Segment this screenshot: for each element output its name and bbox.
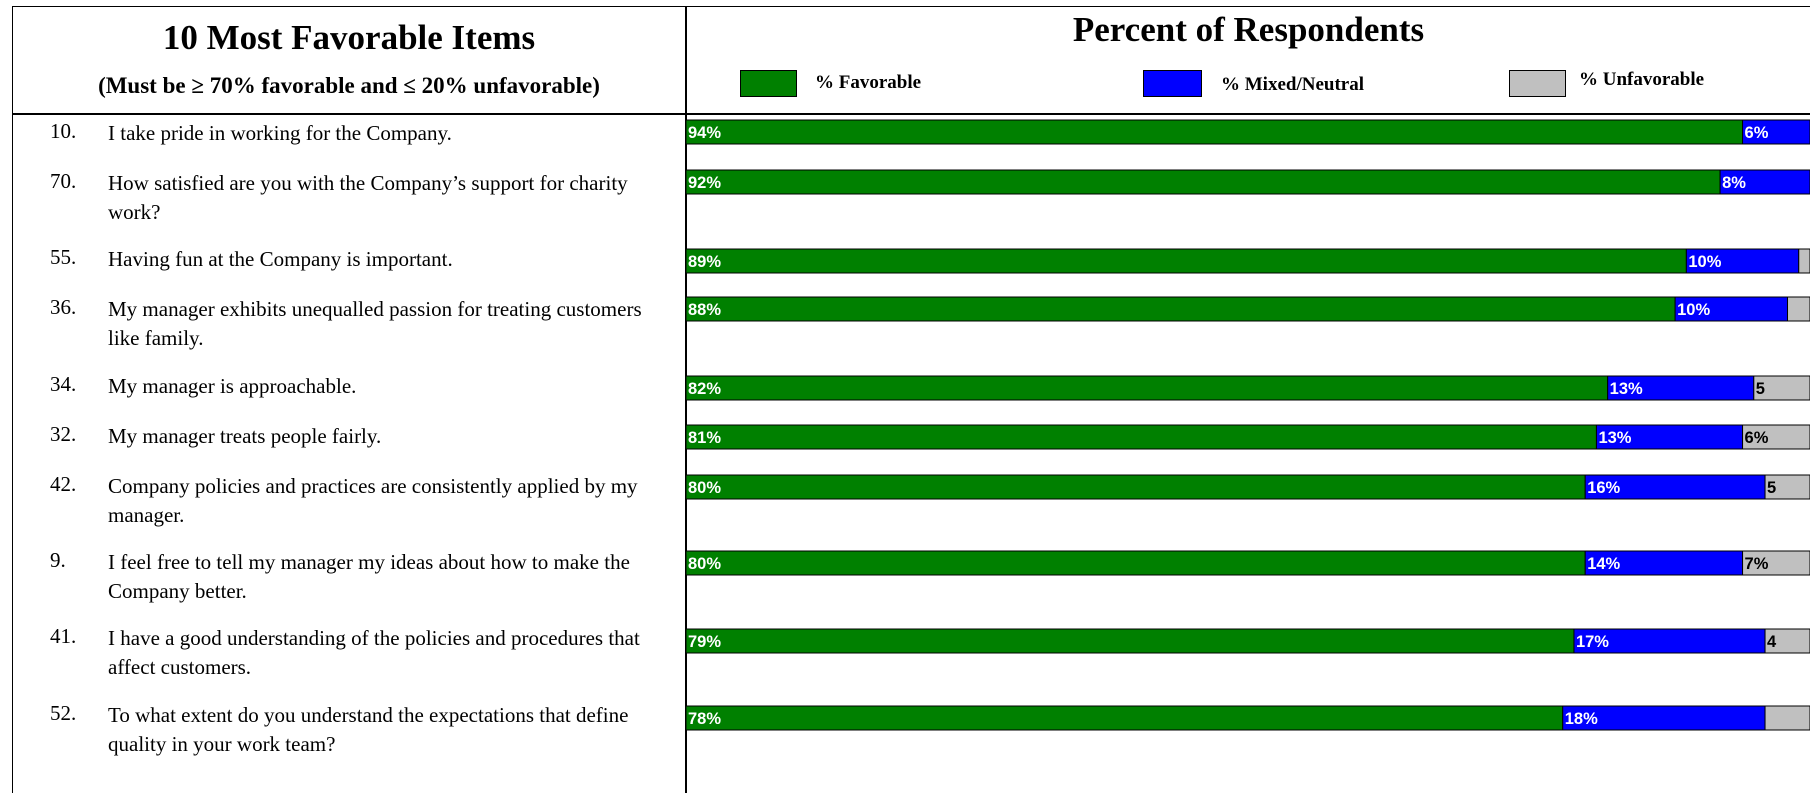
bar-label-favorable: 94% — [688, 124, 721, 142]
bar-favorable — [685, 119, 1744, 145]
item-number: 52. — [50, 701, 77, 725]
item-number: 55. — [50, 245, 77, 269]
bar-label-mixed: 17% — [1576, 633, 1609, 651]
bar-unfavorable — [1798, 248, 1810, 274]
legend-swatch-unfavorable — [1509, 70, 1566, 97]
bar-mixed — [1685, 248, 1800, 274]
item-text: How satisfied are you with the Company’s… — [108, 171, 628, 224]
item-text: I take pride in working for the Company. — [108, 121, 452, 145]
bar-label-mixed: 8% — [1722, 174, 1746, 192]
bar-mixed — [1607, 375, 1755, 401]
item-text: Having fun at the Company is important. — [108, 247, 453, 271]
horizontal-divider — [12, 113, 1810, 115]
bar-unfavorable — [1764, 628, 1810, 654]
bar-label-favorable: 80% — [688, 479, 721, 497]
chart-title: Percent of Respondents — [1072, 10, 1425, 49]
item-text: To what extent do you understand the exp… — [108, 703, 629, 756]
bar-label-favorable: 89% — [688, 253, 721, 271]
bar-mixed — [1573, 628, 1766, 654]
legend-swatch-favorable — [740, 70, 797, 97]
bar-label-mixed: 16% — [1587, 479, 1620, 497]
bar-label-mixed: 13% — [1598, 429, 1631, 447]
bar-label-favorable: 79% — [688, 633, 721, 651]
bar-favorable — [685, 474, 1586, 500]
bar-favorable — [685, 628, 1575, 654]
bar-label-favorable: 81% — [688, 429, 721, 447]
left-title: 10 Most Favorable Items — [162, 18, 536, 57]
item-number: 32. — [50, 422, 77, 446]
item-text: I feel free to tell my manager my ideas … — [108, 550, 630, 603]
bar-unfavorable — [1764, 705, 1810, 731]
item-number: 34. — [50, 372, 77, 396]
left-subtitle: (Must be ≥ 70% favorable and ≤ 20% unfav… — [98, 73, 600, 98]
bar-favorable — [685, 424, 1597, 450]
bar-label-mixed: 10% — [1688, 253, 1721, 271]
bar-favorable — [685, 248, 1687, 274]
bar-mixed — [1562, 705, 1766, 731]
bar-label-favorable: 78% — [688, 710, 721, 728]
bar-unfavorable — [1764, 474, 1810, 500]
bar-label-unfavorable: 5 — [1767, 479, 1776, 497]
bar-unfavorable — [1787, 296, 1810, 322]
item-number: 10. — [50, 119, 77, 143]
left-header: 10 Most Favorable Items (Must be ≥ 70% f… — [12, 6, 686, 113]
bar-favorable — [685, 705, 1564, 731]
item-text: My manager is approachable. — [108, 374, 357, 398]
legend-label-mixed: % Mixed/Neutral — [1221, 74, 1365, 95]
bar-mixed — [1584, 550, 1744, 576]
bar-label-favorable: 80% — [688, 555, 721, 573]
bar-label-unfavorable: 4 — [1767, 633, 1777, 651]
bar-label-unfavorable: 5 — [1756, 380, 1765, 398]
legend-label-unfavorable: % Unfavorable — [1579, 69, 1705, 90]
bar-label-unfavorable: 7% — [1745, 555, 1769, 573]
bar-label-mixed: 13% — [1610, 380, 1643, 398]
bar-label-mixed: 10% — [1677, 301, 1710, 319]
item-text: I have a good understanding of the polic… — [108, 626, 640, 679]
legend-swatch-mixed — [1143, 70, 1202, 97]
item-text: My manager exhibits unequalled passion f… — [108, 297, 642, 350]
bar-favorable — [685, 550, 1586, 576]
bar-mixed — [1719, 169, 1810, 195]
item-text: My manager treats people fairly. — [108, 424, 382, 448]
bar-favorable — [685, 375, 1609, 401]
chart-frame — [12, 6, 1810, 793]
bar-unfavorable — [1742, 424, 1810, 450]
bar-label-favorable: 92% — [688, 174, 721, 192]
bar-unfavorable — [1742, 550, 1810, 576]
bar-label-mixed: 14% — [1587, 555, 1620, 573]
bar-label-unfavorable: 6% — [1745, 429, 1769, 447]
bar-label-favorable: 82% — [688, 380, 721, 398]
bar-favorable — [685, 169, 1721, 195]
item-text: Company policies and practices are consi… — [108, 474, 638, 527]
bar-favorable — [685, 296, 1676, 322]
bar-label-favorable: 88% — [688, 301, 721, 319]
item-number: 42. — [50, 472, 77, 496]
item-number: 36. — [50, 295, 77, 319]
item-number: 70. — [50, 169, 77, 193]
bar-unfavorable — [1753, 375, 1810, 401]
bar-label-mixed: 6% — [1745, 124, 1769, 142]
bar-mixed — [1742, 119, 1810, 145]
item-number: 9. — [50, 548, 66, 572]
bar-label-mixed: 18% — [1565, 710, 1598, 728]
bar-mixed — [1674, 296, 1789, 322]
legend-label-favorable: % Favorable — [815, 72, 922, 93]
item-number: 41. — [50, 624, 77, 648]
